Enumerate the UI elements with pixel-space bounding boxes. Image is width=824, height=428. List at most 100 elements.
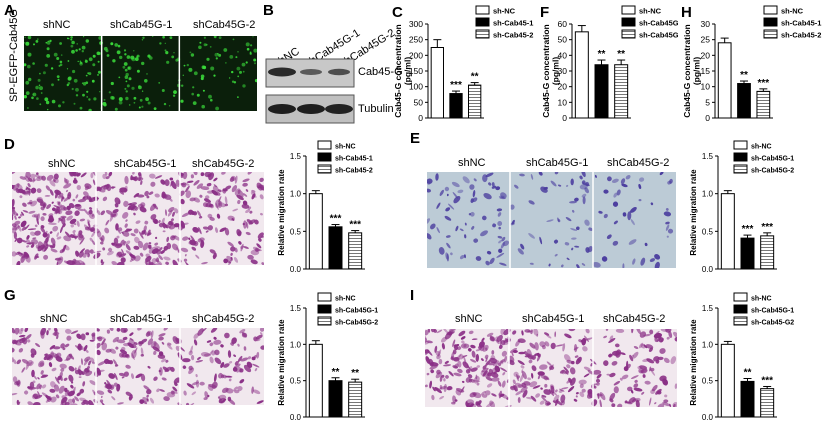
panel-label: C (392, 4, 403, 21)
bar-sh-nc (430, 47, 444, 119)
panel-label-b: B (263, 2, 274, 19)
significance-mark: ** (471, 72, 479, 83)
bar-sh-cab45g-2 (348, 381, 363, 418)
panel-e-label-shcab45g-2: shCab45G-2 (607, 157, 670, 169)
blot-band (268, 104, 296, 114)
legend-swatch (733, 152, 748, 162)
legend-swatch (621, 17, 636, 27)
panel-a-label-shnc: shNC (43, 19, 71, 31)
panel-label-e: E (410, 130, 421, 147)
panel-label-a: A (4, 2, 15, 19)
bar-sh-nc (308, 193, 323, 270)
significance-mark: ** (351, 368, 359, 379)
y-tick-label: 300 (409, 19, 423, 29)
y-tick-label: 0.5 (702, 227, 714, 236)
y-tick-label: 30 (701, 19, 711, 29)
legend-swatch (317, 292, 332, 302)
legend-swatch (475, 29, 490, 39)
y-tick-label: 1.0 (702, 190, 714, 199)
y-tick-label: 0.5 (290, 227, 302, 236)
y-tick-label: 1.5 (702, 152, 714, 161)
panel-g-label-shcab45g-2: shCab45G-2 (192, 313, 255, 325)
legend-swatch (317, 164, 332, 174)
y-tick-label: 0 (562, 113, 567, 123)
y-tick-label: 100 (409, 82, 423, 92)
legend-swatch (475, 17, 490, 27)
y-tick-label: 1.0 (290, 340, 302, 349)
legend-swatch (763, 29, 778, 39)
bar-sh-cab45g-2 (468, 84, 482, 119)
y-tick-label: 1.5 (290, 152, 302, 161)
legend-swatch (763, 17, 778, 27)
legend-swatch (733, 140, 748, 150)
significance-mark: *** (761, 222, 773, 233)
bar-sh-cab45g-1 (737, 83, 751, 119)
legend-entry: sh-Cab45-1 (335, 156, 373, 163)
y-tick-label: 20 (701, 50, 711, 60)
panel-i-label-shnc: shNC (455, 313, 483, 325)
legend-swatch (733, 316, 748, 326)
y-tick-label: 60 (558, 19, 568, 29)
panel-d-label-shcab45g-1: shCab45G-1 (114, 158, 177, 170)
legend-entry: sh-Cab45G-2 (639, 31, 678, 40)
migration-micrographs-g (12, 328, 264, 405)
blot-band (328, 68, 350, 76)
bar-sh-nc (308, 343, 323, 418)
panel-a-label-shcab45g-1: shCab45G-1 (110, 19, 173, 31)
legend-swatch (317, 304, 332, 314)
significance-mark: *** (330, 214, 342, 225)
panel-e-label-shcab45g-1: shCab45G-1 (526, 157, 589, 169)
bar-sh-nc (717, 42, 732, 119)
bar-sh-cab45g-1 (594, 64, 609, 119)
legend-entry: sh-Cab45G-1 (639, 19, 678, 28)
panel-label-d: D (4, 136, 15, 153)
blot-band (268, 67, 296, 77)
western-blot (265, 58, 355, 124)
y-tick-label: 0.5 (702, 377, 714, 386)
y-tick-label: 0.0 (290, 265, 302, 274)
bar-sh-cab45g-2 (756, 90, 771, 119)
bar-sh-cab45g-1 (740, 380, 755, 418)
legend-entry: sh-NC (493, 7, 516, 16)
panel-g-label-shcab45g-1: shCab45G-1 (110, 313, 173, 325)
bar-chart-c: C Cab45-G concentration(pg/ml) 0 50 100 150 20… (392, 4, 533, 123)
panel-g-label-shnc: shNC (40, 313, 68, 325)
panel-e-label-shnc: shNC (458, 157, 486, 169)
significance-mark: ** (617, 49, 625, 60)
legend-entry: sh-Cab45G-2 (751, 168, 794, 175)
legend-swatch (317, 152, 332, 162)
legend-entry: sh-Cab45-1 (781, 19, 821, 28)
blot-band (300, 69, 322, 75)
legend-entry: sh-NC (639, 7, 662, 16)
legend-swatch (317, 316, 332, 326)
significance-mark: *** (761, 375, 773, 386)
panel-i-label-shcab45g-1: shCab45G-1 (522, 313, 585, 325)
y-axis-label: Cab45-G concentration(pg/ml) (393, 24, 413, 118)
panel-label-i: I (410, 287, 415, 304)
legend-entry: sh-NC (751, 296, 772, 303)
y-axis-label: Cab45-G concentration(pg/ml) (541, 24, 561, 118)
panel-i-label-shcab45g-2: shCab45G-2 (603, 313, 666, 325)
y-tick-label: 0.0 (290, 413, 302, 422)
y-tick-label: 1.0 (290, 190, 302, 199)
blot-band (325, 104, 353, 114)
y-tick-label: 1.0 (702, 340, 714, 349)
bar-sh-cab45g-2 (760, 235, 775, 270)
y-tick-label: 40 (558, 50, 568, 60)
legend-entry: sh-Cab45G-1 (751, 308, 794, 315)
y-tick-label: 30 (558, 66, 568, 76)
legend-swatch (763, 5, 778, 15)
y-axis-label: Relative migration rate (277, 319, 286, 406)
y-tick-label: 200 (409, 50, 423, 60)
y-tick-label: 0.5 (290, 377, 302, 386)
panel-a-side-label: SP-EGFP-Cab45G (8, 9, 20, 102)
panel-label: H (681, 4, 692, 21)
legend-entry: sh-Cab45G-1 (335, 308, 378, 315)
legend-swatch (733, 292, 748, 302)
significance-mark: ** (744, 367, 752, 378)
legend-entry: sh-NC (751, 144, 772, 151)
y-tick-label: 0.0 (702, 413, 714, 422)
significance-mark: *** (349, 220, 361, 231)
significance-mark: *** (450, 80, 462, 91)
y-axis-label: Cab45-G concentration(pg/ml) (682, 24, 702, 118)
